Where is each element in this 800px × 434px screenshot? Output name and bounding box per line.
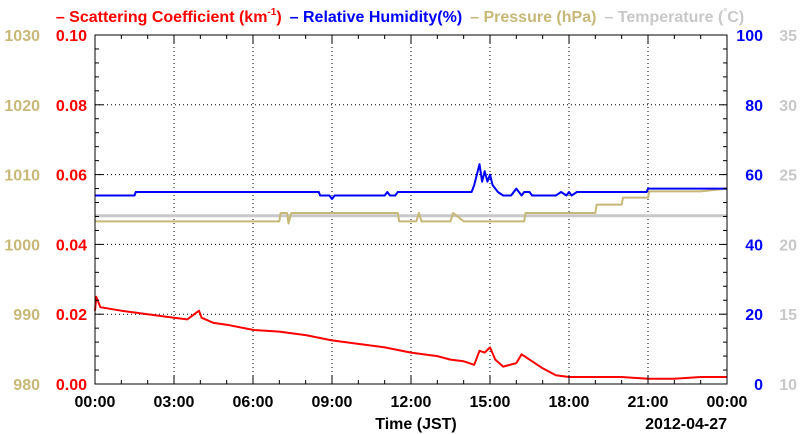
x-tick-label: 18:00 (549, 394, 590, 411)
grid (95, 35, 727, 384)
legend-entry-superscript: -1 (267, 7, 276, 18)
x-tick-label: 03:00 (154, 394, 195, 411)
series-line-pressure (95, 187, 728, 225)
y-tick-label-pressure: 1030 (4, 28, 40, 45)
y-tick-label-temperature: 30 (779, 98, 797, 115)
axis-ticks (94, 34, 728, 385)
series-line-scattering (94, 295, 727, 380)
y-tick-label-scattering: 0.04 (56, 237, 87, 254)
x-tick-label: 09:00 (312, 394, 353, 411)
x-tick-label: 21:00 (628, 394, 669, 411)
axis-labels: 10301020101010009909800.100.080.060.040.… (4, 28, 797, 411)
legend: – Scattering Coefficient (km-1) – Relativ… (56, 7, 744, 26)
legend-swatch: – (290, 9, 303, 26)
legend-entry-scattering: Scattering Coefficient (km (69, 9, 267, 26)
y-tick-label-temperature: 15 (779, 307, 797, 324)
legend-swatch: – (470, 9, 483, 26)
y-tick-label-pressure: 1010 (4, 168, 40, 185)
series-line-humidity (95, 163, 727, 200)
y-tick-label-scattering: 0.08 (56, 98, 87, 115)
y-tick-label-humidity: 60 (745, 168, 763, 185)
y-tick-label-pressure: 990 (13, 307, 40, 324)
legend-entry-tail: ) (276, 9, 281, 26)
y-tick-label-humidity: 0 (754, 377, 763, 394)
legend-entry-pressure: Pressure (hPa) (483, 9, 596, 26)
y-tick-label-scattering: 0.00 (56, 377, 87, 394)
legend-entry-humidity: Relative Humidity(%) (303, 9, 462, 26)
y-tick-label-temperature: 10 (779, 377, 797, 394)
x-tick-label: 12:00 (391, 394, 432, 411)
y-tick-label-humidity: 80 (745, 98, 763, 115)
y-tick-label-scattering: 0.02 (56, 307, 87, 324)
legend-text: – Scattering Coefficient (km-1) – Relativ… (56, 7, 744, 26)
plot-lines (94, 163, 728, 380)
legend-swatch: – (604, 9, 617, 26)
legend-entry-tail: C) (727, 9, 744, 26)
x-tick-label: 00:00 (75, 394, 116, 411)
x-tick-label: 06:00 (233, 394, 274, 411)
y-tick-label-pressure: 980 (13, 377, 40, 394)
y-tick-label-scattering: 0.10 (56, 28, 87, 45)
date-label: 2012-04-27 (645, 416, 727, 433)
legend-swatch: – (56, 9, 69, 26)
x-tick-label: 00:00 (707, 394, 748, 411)
y-tick-label-humidity: 40 (745, 237, 763, 254)
y-tick-label-temperature: 25 (779, 168, 797, 185)
y-tick-label-scattering: 0.06 (56, 168, 87, 185)
legend-entry-superscript: ° (723, 7, 727, 18)
y-tick-label-pressure: 1000 (4, 237, 40, 254)
y-tick-label-pressure: 1020 (4, 98, 40, 115)
x-tick-label: 15:00 (470, 394, 511, 411)
x-axis-label: Time (JST) (375, 416, 457, 433)
legend-entry-temperature: Temperature ( (618, 9, 724, 26)
y-tick-label-humidity: 20 (745, 307, 763, 324)
y-tick-label-temperature: 35 (779, 28, 797, 45)
y-tick-label-humidity: 100 (736, 28, 763, 45)
y-tick-label-temperature: 20 (779, 237, 797, 254)
